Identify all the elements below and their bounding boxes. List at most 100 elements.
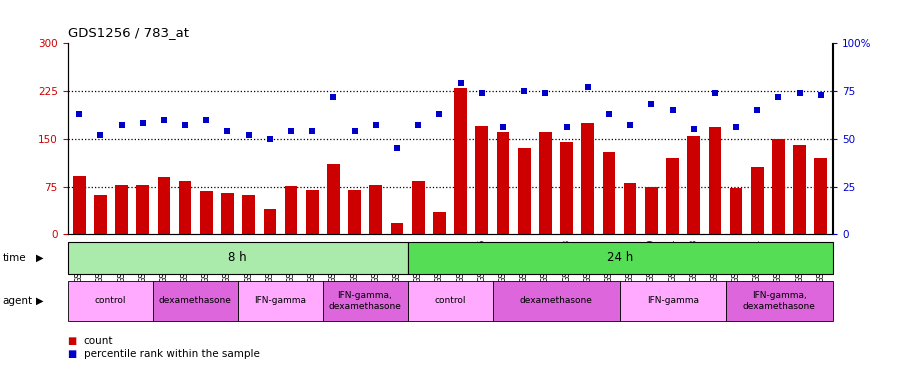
Bar: [603, 152, 616, 234]
Bar: [348, 190, 361, 234]
Bar: [179, 182, 192, 234]
Text: IFN-gamma: IFN-gamma: [647, 296, 699, 305]
Bar: [306, 190, 319, 234]
Text: dexamethasone: dexamethasone: [158, 296, 231, 305]
Bar: [492, 281, 620, 321]
Bar: [772, 139, 785, 234]
Bar: [391, 223, 403, 234]
Point: [72, 111, 86, 117]
Point: [517, 88, 531, 94]
Bar: [708, 127, 721, 234]
Point: [390, 146, 404, 152]
Text: percentile rank within the sample: percentile rank within the sample: [84, 349, 259, 358]
Text: ■: ■: [68, 336, 76, 346]
Point: [750, 107, 764, 113]
Bar: [518, 148, 530, 234]
Bar: [94, 195, 107, 234]
Point: [178, 122, 193, 128]
Bar: [115, 184, 128, 234]
Text: IFN-gamma,
dexamethasone: IFN-gamma, dexamethasone: [328, 291, 401, 310]
Text: control: control: [434, 296, 466, 305]
Text: 8 h: 8 h: [229, 251, 247, 264]
Bar: [242, 195, 255, 234]
Bar: [726, 281, 832, 321]
Text: dexamethasone: dexamethasone: [520, 296, 593, 305]
Bar: [221, 193, 234, 234]
Point: [241, 132, 256, 138]
Bar: [475, 126, 488, 234]
Point: [496, 124, 510, 130]
Bar: [497, 132, 509, 234]
Bar: [284, 186, 297, 234]
Text: GDS1256 / 783_at: GDS1256 / 783_at: [68, 26, 188, 39]
Point: [114, 122, 129, 128]
Text: IFN-gamma: IFN-gamma: [254, 296, 306, 305]
Bar: [539, 132, 552, 234]
Bar: [730, 189, 742, 234]
Text: count: count: [84, 336, 113, 346]
Bar: [327, 164, 340, 234]
Bar: [264, 209, 276, 234]
Point: [157, 117, 171, 123]
Bar: [158, 177, 170, 234]
Bar: [814, 158, 827, 234]
Bar: [645, 187, 658, 234]
Bar: [412, 182, 425, 234]
Point: [284, 128, 298, 134]
Bar: [408, 242, 832, 274]
Bar: [152, 281, 238, 321]
Point: [771, 94, 786, 100]
Bar: [73, 176, 86, 234]
Point: [199, 117, 213, 123]
Bar: [200, 191, 212, 234]
Point: [707, 90, 722, 96]
Bar: [666, 158, 679, 234]
Bar: [433, 212, 446, 234]
Bar: [560, 142, 573, 234]
Point: [432, 111, 446, 117]
Bar: [370, 184, 382, 234]
Bar: [137, 184, 149, 234]
Point: [411, 122, 426, 128]
Bar: [751, 167, 763, 234]
Point: [644, 101, 659, 107]
Point: [602, 111, 616, 117]
Bar: [688, 136, 700, 234]
Point: [793, 90, 807, 96]
Bar: [624, 183, 636, 234]
Bar: [322, 281, 408, 321]
Bar: [454, 88, 467, 234]
Text: time: time: [3, 253, 26, 263]
Bar: [581, 123, 594, 234]
Point: [326, 94, 340, 100]
Point: [687, 126, 701, 132]
Point: [729, 124, 743, 130]
Point: [454, 80, 468, 86]
Point: [305, 128, 320, 134]
Text: ■: ■: [68, 349, 76, 358]
Point: [369, 122, 383, 128]
Point: [538, 90, 553, 96]
Text: ▶: ▶: [36, 296, 43, 306]
Point: [136, 120, 150, 126]
Text: 24 h: 24 h: [607, 251, 633, 264]
Point: [220, 128, 235, 134]
Bar: [793, 145, 806, 234]
Text: IFN-gamma,
dexamethasone: IFN-gamma, dexamethasone: [742, 291, 815, 310]
Text: agent: agent: [3, 296, 32, 306]
Bar: [238, 281, 322, 321]
Point: [263, 136, 277, 142]
Point: [814, 92, 828, 98]
Point: [623, 122, 637, 128]
Bar: [68, 281, 152, 321]
Bar: [620, 281, 726, 321]
Bar: [408, 281, 492, 321]
Point: [560, 124, 574, 130]
Text: ▶: ▶: [36, 253, 43, 263]
Point: [474, 90, 489, 96]
Point: [93, 132, 107, 138]
Point: [347, 128, 362, 134]
Text: control: control: [94, 296, 126, 305]
Point: [580, 84, 595, 90]
Point: [665, 107, 680, 113]
